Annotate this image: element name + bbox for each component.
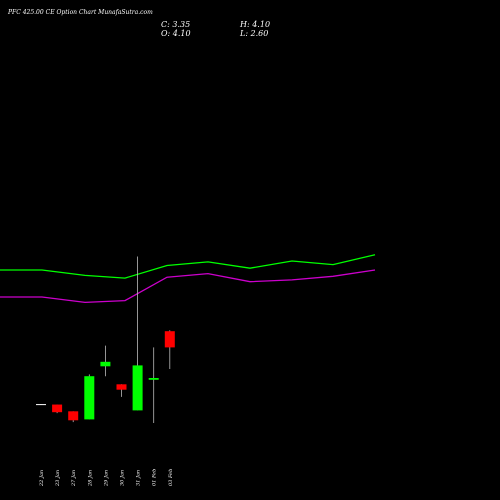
candle-body	[84, 376, 95, 420]
x-tick-label: 27 Jan	[71, 470, 77, 487]
candle-28-jan	[84, 374, 95, 420]
candle-body	[52, 404, 63, 413]
candle-body	[68, 411, 79, 421]
candle-01-feb	[148, 347, 159, 423]
indicator-line-1	[0, 254, 376, 279]
candle-31-jan	[132, 256, 143, 411]
x-tick-label: 22 Jan	[39, 470, 45, 487]
candle-27-jan	[68, 411, 79, 423]
candle-body	[164, 331, 175, 348]
candle-03-feb	[164, 330, 175, 369]
candle-body	[116, 384, 127, 390]
candle-22-jan	[36, 404, 46, 406]
x-tick-label: 03 Feb	[168, 469, 174, 486]
candle-23-jan	[52, 404, 63, 414]
x-tick-label: 31 Jan	[136, 470, 142, 486]
candle-body	[148, 378, 159, 380]
x-tick-label: 30 Jan	[120, 470, 126, 486]
x-axis-labels: 22 Jan 23 Jan 27 Jan 28 Jan 29 Jan 30 Jan 31 J…	[39, 469, 174, 487]
open-value: O: 4.10	[161, 29, 191, 38]
x-tick-label: 23 Jan	[55, 470, 61, 487]
x-tick-label: 29 Jan	[103, 470, 109, 487]
candle-body	[100, 361, 111, 367]
candle-29-jan	[100, 345, 111, 377]
low-value: L: 2.60	[240, 29, 269, 38]
close-value: C: 3.35	[161, 20, 191, 29]
indicator-line-2	[0, 269, 376, 304]
indicator-lines	[0, 254, 376, 304]
x-tick-label: 28 Jan	[87, 470, 93, 487]
chart-title: PFC 425.00 CE Option Chart MunafaSutra.c…	[8, 9, 153, 16]
candle-30-jan	[116, 384, 127, 397]
candlesticks	[36, 256, 175, 423]
x-tick-label: 01 Feb	[152, 469, 158, 486]
high-value: H: 4.10	[240, 20, 271, 29]
candle-body	[132, 365, 143, 411]
candle-body	[36, 404, 46, 406]
